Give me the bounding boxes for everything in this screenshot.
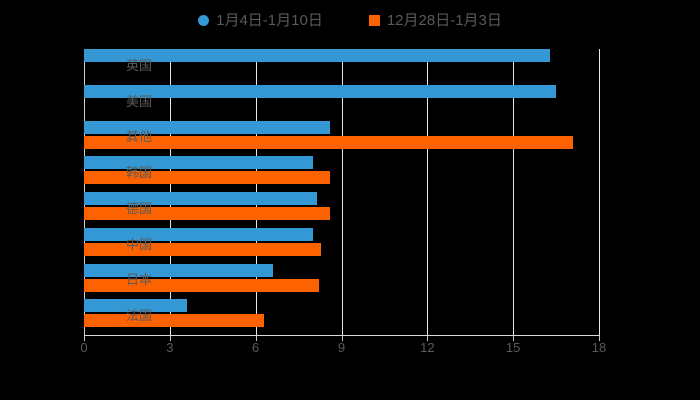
x-tick-label-5: 15 [505,340,521,355]
bar-group [84,49,599,85]
bar-日本-s0[interactable] [84,263,273,277]
x-tick-label-0: 0 [80,340,88,355]
bar-日本-s1[interactable] [84,278,319,292]
bar-法国-s1[interactable] [84,314,265,328]
gridline-18 [599,49,600,335]
bar-group [84,192,599,228]
legend-square-icon [368,14,380,26]
legend-label: 12月28日-1月3日 [386,11,502,29]
y-axis-label-1: 美国 [125,93,152,109]
bar-group [84,84,599,121]
x-tick-label-4: 12 [420,340,435,355]
x-tick-mark-0 [84,336,85,341]
x-tick-label-2: 6 [252,340,260,355]
chart-legend: 1月4日-1月10日 12月28日-1月3日 [0,8,700,32]
bar-法国-s0[interactable] [84,299,187,313]
x-tick-label-1: 3 [166,340,174,355]
plot-area [84,49,600,335]
bar-美国-s0[interactable] [84,84,557,98]
bar-其他-s0[interactable] [84,120,331,134]
y-axis-label-4: 德国 [125,200,152,216]
x-tick-mark-6 [599,336,600,341]
x-tick-mark-5 [513,336,515,341]
bar-韩国-s1[interactable] [84,171,331,185]
bar-德国-s0[interactable] [84,192,318,205]
y-axis-label-7: 法国 [125,308,152,324]
bar-德国-s1[interactable] [84,207,331,220]
x-tick-mark-1 [169,336,171,341]
x-axis-ticks: 0 3 6 9 12 15 18 [80,336,606,360]
y-axis-label-2: 其他 [125,129,152,145]
bar-group [84,227,599,264]
y-axis-label-3: 韩国 [125,165,152,181]
gridline-15 [513,49,515,335]
bar-中国-s1[interactable] [84,242,322,256]
x-tick-label-6: 18 [591,340,607,355]
bar-group [84,120,599,157]
legend-label: 1月4日-1月10日 [216,11,323,29]
gridline-9 [341,49,343,335]
y-axis-label-6: 日本 [125,272,152,288]
x-tick-mark-2 [255,336,257,341]
x-axis-line [84,335,600,336]
bar-中国-s0[interactable] [84,227,313,241]
bar-英国-s0[interactable] [84,49,551,62]
gridline-12 [427,49,429,335]
bar-韩国-s0[interactable] [84,156,313,170]
y-axis-label-5: 中国 [125,236,152,252]
bar-group [84,156,599,192]
bar-group [84,263,599,300]
bar-其他-s1[interactable] [84,135,574,149]
legend-item-0[interactable]: 1月4日-1月10日 [198,13,323,28]
legend-circle-icon [198,14,210,26]
x-tick-mark-4 [427,336,429,341]
y-axis-labels: 英国美国其他韩国德国中国日本法国 [0,49,700,335]
x-tick-label-3: 9 [337,340,346,355]
bar-group [84,299,599,335]
legend-item-1[interactable]: 12月28日-1月3日 [368,11,502,29]
x-tick-mark-3 [341,336,343,341]
y-axis-label-0: 英国 [125,57,152,73]
